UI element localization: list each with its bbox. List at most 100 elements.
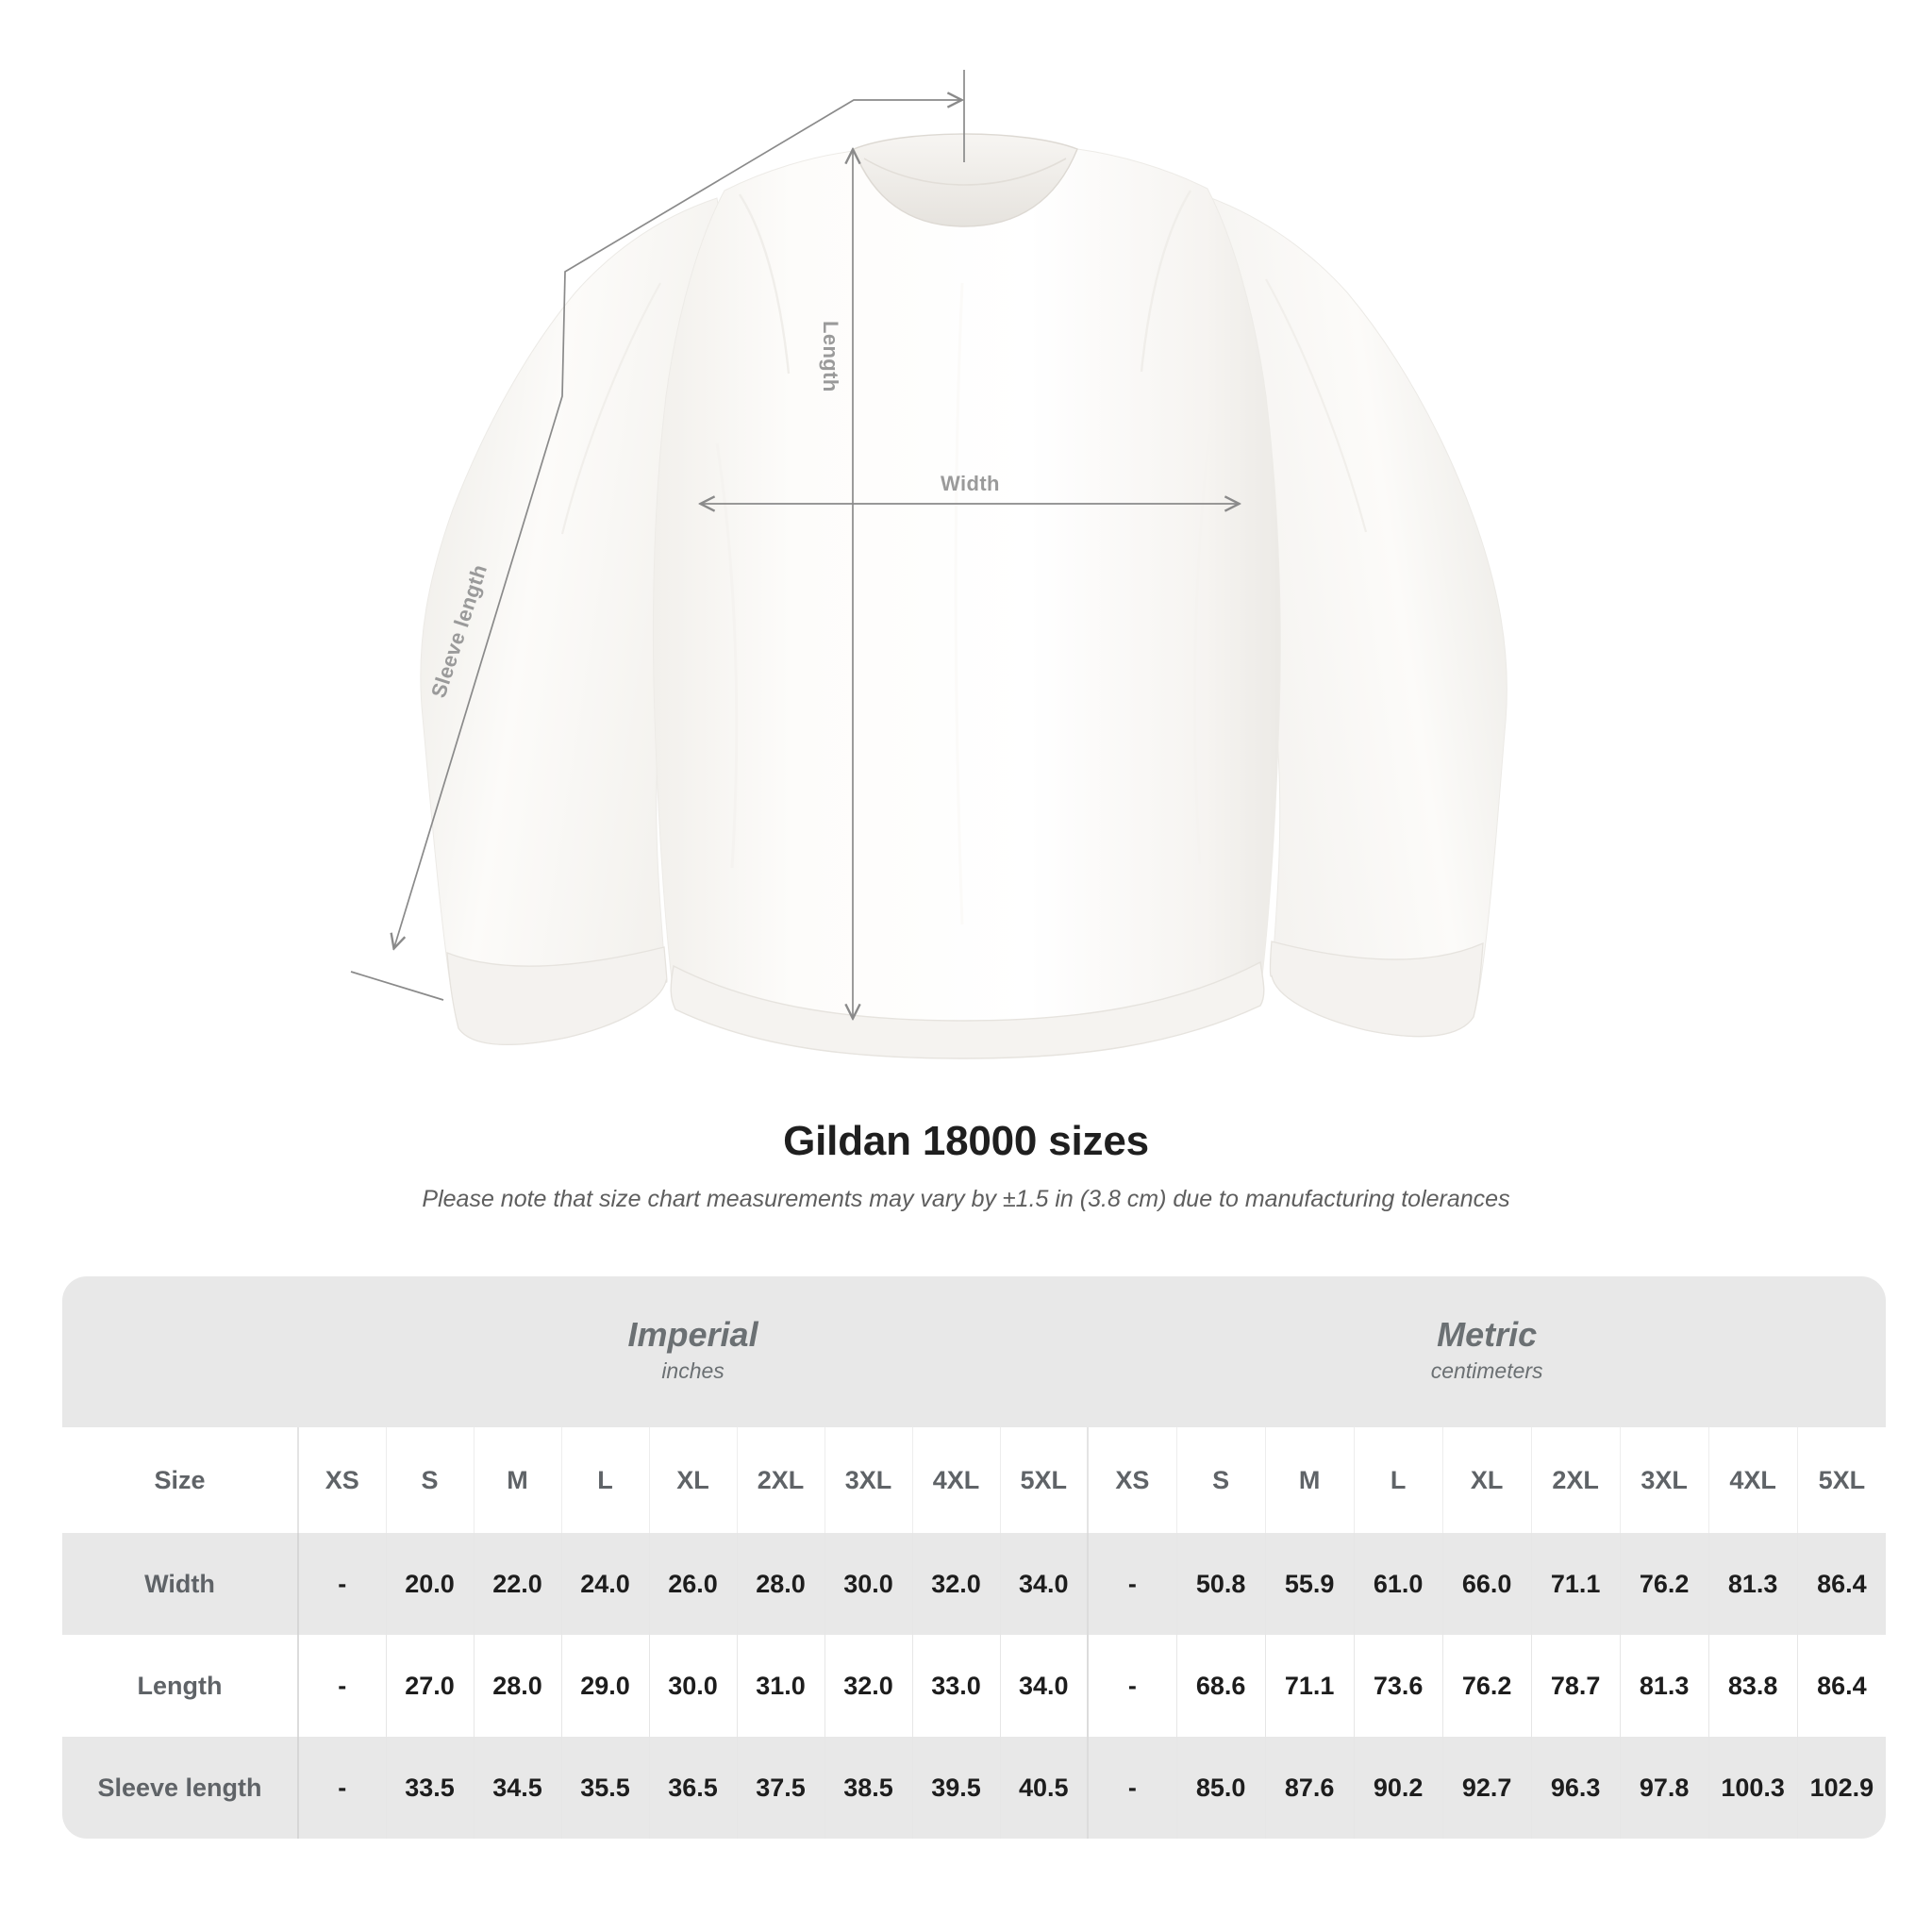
size-header-imperial-5xl: 5XL [1000, 1427, 1089, 1533]
cell-sleeve-metric-l: 90.2 [1354, 1737, 1443, 1839]
right-cuff [1269, 941, 1484, 1038]
title-block: Gildan 18000 sizes Please note that size… [0, 1118, 1932, 1213]
cell-length-metric-2xl: 78.7 [1531, 1635, 1621, 1737]
table-row: Width - 20.0 22.0 24.0 26.0 28.0 30.0 32… [62, 1533, 1887, 1635]
cell-sleeve-metric-m: 87.6 [1265, 1737, 1355, 1839]
width-measurement-label: Width [941, 472, 1000, 495]
fold-2 [1193, 433, 1211, 865]
table-row: Sleeve length - 33.5 34.5 35.5 36.5 37.5… [62, 1737, 1887, 1839]
size-header-label: Size [62, 1427, 299, 1533]
cell-width-metric-3xl: 76.2 [1620, 1533, 1709, 1635]
cell-sleeve-imperial-5xl: 40.5 [1000, 1737, 1089, 1839]
right-shoulder-seam [1140, 190, 1192, 373]
cell-width-imperial-s: 20.0 [386, 1533, 475, 1635]
cell-length-metric-5xl: 86.4 [1797, 1635, 1887, 1737]
size-chart-table-wrap: Imperial inches Metric centimeters Size … [62, 1276, 1887, 1839]
cell-length-metric-3xl: 81.3 [1620, 1635, 1709, 1737]
cell-length-imperial-l: 29.0 [561, 1635, 650, 1737]
unit-group-imperial-name: Imperial [627, 1314, 758, 1354]
page-title: Gildan 18000 sizes [783, 1118, 1149, 1164]
cell-sleeve-imperial-3xl: 38.5 [824, 1737, 913, 1839]
size-header-metric-2xl: 2XL [1531, 1427, 1621, 1533]
size-header-imperial-3xl: 3XL [824, 1427, 913, 1533]
cell-width-imperial-5xl: 34.0 [1000, 1533, 1089, 1635]
size-header-imperial-xl: XL [649, 1427, 738, 1533]
unit-group-imperial-unit: inches [661, 1358, 724, 1384]
size-header-metric-m: M [1265, 1427, 1355, 1533]
row-label-sleeve-length: Sleeve length [62, 1737, 299, 1839]
size-header-metric-xl: XL [1442, 1427, 1532, 1533]
size-header-imperial-2xl: 2XL [737, 1427, 825, 1533]
unit-banner-row: Imperial inches Metric centimeters [62, 1276, 1887, 1427]
unit-group-metric: Metric centimeters [1088, 1276, 1887, 1427]
cell-length-metric-xl: 76.2 [1442, 1635, 1532, 1737]
left-cuff [446, 946, 668, 1046]
cell-length-metric-m: 71.1 [1265, 1635, 1355, 1737]
cell-length-imperial-m: 28.0 [474, 1635, 562, 1737]
cell-length-imperial-xl: 30.0 [649, 1635, 738, 1737]
cell-width-metric-5xl: 86.4 [1797, 1533, 1887, 1635]
cell-width-metric-m: 55.9 [1265, 1533, 1355, 1635]
cell-sleeve-imperial-m: 34.5 [474, 1737, 562, 1839]
size-header-metric-s: S [1176, 1427, 1266, 1533]
cell-sleeve-metric-xl: 92.7 [1442, 1737, 1532, 1839]
cell-sleeve-imperial-2xl: 37.5 [737, 1737, 825, 1839]
cell-width-imperial-l: 24.0 [561, 1533, 650, 1635]
cell-width-metric-xl: 66.0 [1442, 1533, 1532, 1635]
cell-sleeve-metric-3xl: 97.8 [1620, 1737, 1709, 1839]
cell-sleeve-metric-xs: - [1087, 1737, 1177, 1839]
cell-width-imperial-m: 22.0 [474, 1533, 562, 1635]
sweatshirt-figure [350, 70, 1507, 1059]
cell-width-metric-l: 61.0 [1354, 1533, 1443, 1635]
size-header-imperial-m: M [474, 1427, 562, 1533]
size-header-imperial-4xl: 4XL [912, 1427, 1001, 1533]
size-header-imperial-l: L [561, 1427, 650, 1533]
cell-sleeve-imperial-xl: 36.5 [649, 1737, 738, 1839]
unit-group-imperial: Imperial inches [298, 1276, 1089, 1427]
cell-sleeve-metric-5xl: 102.9 [1797, 1737, 1887, 1839]
cell-width-imperial-4xl: 32.0 [912, 1533, 1001, 1635]
cell-sleeve-imperial-xs: - [298, 1737, 387, 1839]
length-measurement-label: Length [819, 321, 842, 392]
table-row: Length - 27.0 28.0 29.0 30.0 31.0 32.0 3… [62, 1635, 1887, 1737]
sleeve-length-arrow [394, 100, 960, 947]
cell-width-imperial-2xl: 28.0 [737, 1533, 825, 1635]
unit-group-metric-unit: centimeters [1430, 1358, 1543, 1384]
size-chart-table: Imperial inches Metric centimeters Size … [62, 1276, 1887, 1839]
cell-width-metric-4xl: 81.3 [1708, 1533, 1798, 1635]
page-subtitle: Please note that size chart measurements… [422, 1186, 1510, 1212]
cell-width-imperial-xs: - [298, 1533, 387, 1635]
size-header-metric-4xl: 4XL [1708, 1427, 1798, 1533]
cell-width-imperial-3xl: 30.0 [824, 1533, 913, 1635]
cell-length-metric-4xl: 83.8 [1708, 1635, 1798, 1737]
cell-length-metric-l: 73.6 [1354, 1635, 1443, 1737]
cell-sleeve-metric-4xl: 100.3 [1708, 1737, 1798, 1839]
measurement-guides [350, 70, 1238, 1017]
cell-width-imperial-xl: 26.0 [649, 1533, 738, 1635]
size-header-row: Size XS S M L XL 2XL 3XL 4XL 5XL XS S M … [62, 1427, 1887, 1533]
unit-group-metric-name: Metric [1437, 1314, 1538, 1354]
cell-length-imperial-xs: - [298, 1635, 387, 1737]
size-header-metric-l: L [1354, 1427, 1443, 1533]
right-sleeve-seam [1265, 278, 1368, 533]
unit-banner-spacer-left [62, 1276, 298, 1427]
sweatshirt-shape [420, 133, 1507, 1059]
size-header-metric-5xl: 5XL [1797, 1427, 1887, 1533]
cell-width-metric-2xl: 71.1 [1531, 1533, 1621, 1635]
cell-width-metric-xs: - [1087, 1533, 1177, 1635]
cell-sleeve-imperial-l: 35.5 [561, 1737, 650, 1839]
row-label-length: Length [62, 1635, 299, 1737]
bottom-hem [670, 960, 1265, 1059]
garment-illustration: Length Width Sleeve length [350, 70, 1507, 1059]
cell-sleeve-imperial-s: 33.5 [386, 1737, 475, 1839]
cell-sleeve-imperial-4xl: 39.5 [912, 1737, 1001, 1839]
cell-sleeve-metric-2xl: 96.3 [1531, 1737, 1621, 1839]
row-label-width: Width [62, 1533, 299, 1635]
body [653, 148, 1281, 1059]
size-header-metric-xs: XS [1087, 1427, 1177, 1533]
cell-length-imperial-5xl: 34.0 [1000, 1635, 1089, 1737]
cell-length-imperial-s: 27.0 [386, 1635, 475, 1737]
cell-length-metric-s: 68.6 [1176, 1635, 1266, 1737]
sleeve-end-tick [350, 971, 444, 1001]
size-header-imperial-xs: XS [298, 1427, 387, 1533]
